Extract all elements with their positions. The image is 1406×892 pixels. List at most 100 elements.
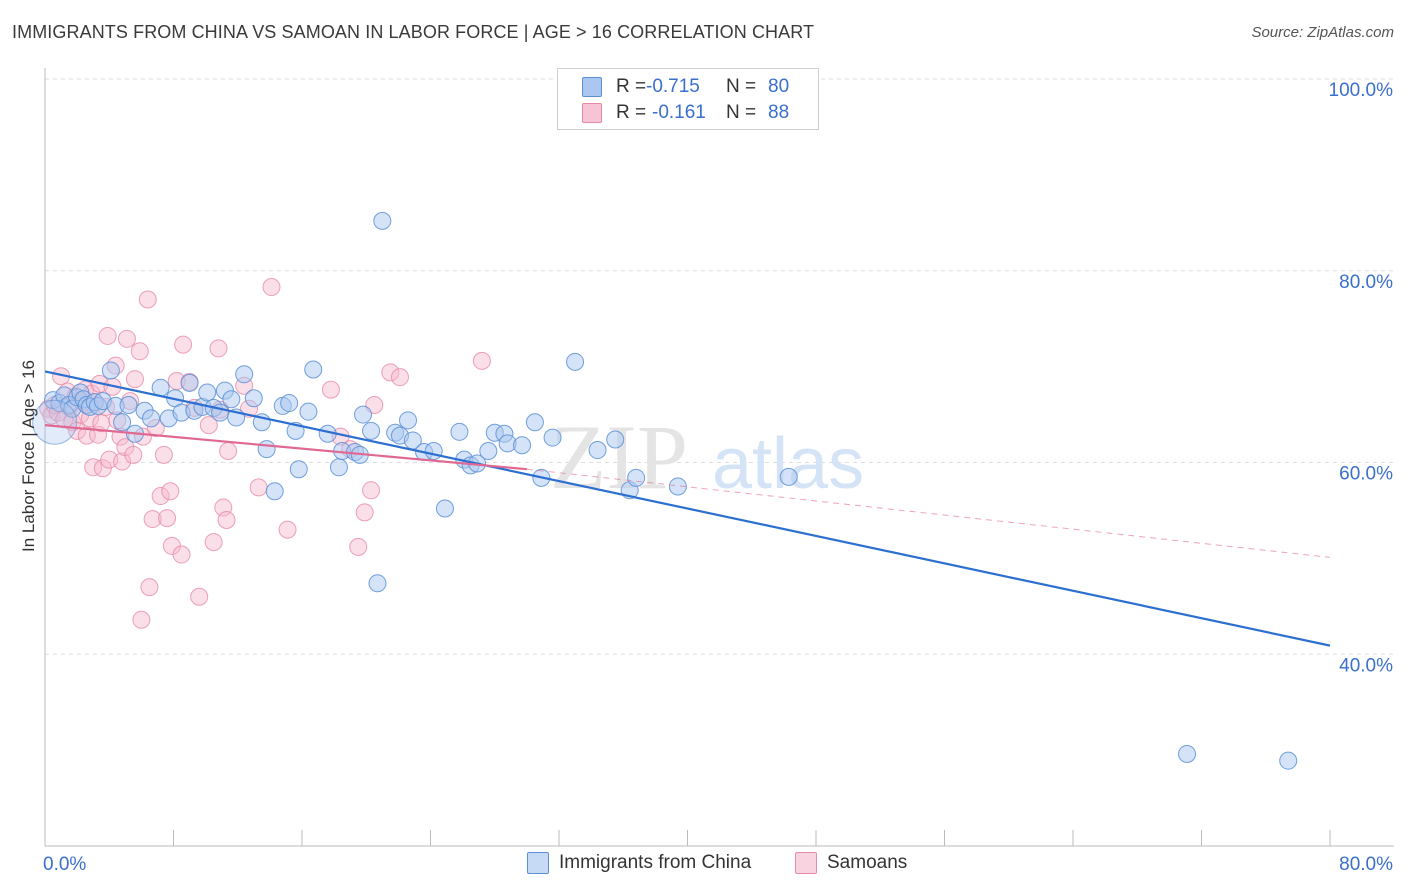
y-tick-label: 60.0%: [1339, 464, 1393, 485]
china-point: [435, 499, 454, 518]
china-point: [479, 441, 498, 460]
legend-swatch-china: [582, 77, 602, 97]
samoan-trend-extension: [526, 468, 1331, 558]
samoan-point: [217, 511, 236, 530]
china-point: [244, 389, 263, 408]
watermark: ZIP atlas: [550, 406, 864, 508]
trend-lines: [44, 370, 1331, 647]
china-point: [373, 211, 392, 230]
samoan-trend-line: [44, 424, 527, 471]
legend-r-label: R =: [616, 76, 647, 97]
samoan-point: [190, 587, 209, 606]
china-point: [588, 441, 607, 460]
legend-r-value-samoan: -0.161: [652, 102, 706, 123]
samoan-point: [349, 537, 368, 556]
china-point: [779, 467, 798, 486]
samoan-point: [158, 509, 177, 528]
legend-n-label: N =: [726, 102, 757, 123]
china-point: [329, 458, 348, 477]
chart-title: IMMIGRANTS FROM CHINA VS SAMOAN IN LABOR…: [12, 22, 815, 42]
china-point: [235, 365, 254, 384]
china-point: [113, 413, 132, 432]
samoan-point: [209, 339, 228, 358]
china-point: [289, 460, 308, 479]
y-tick-label: 80.0%: [1339, 272, 1393, 293]
x-tick-label-end: 80.0%: [1339, 854, 1393, 875]
china-point: [151, 378, 170, 397]
china-point: [399, 411, 418, 430]
legend-swatch-samoan: [582, 103, 602, 123]
samoan-point: [172, 545, 191, 564]
legend-swatch-samoan: [795, 852, 817, 874]
china-point: [299, 402, 318, 421]
samoan-point: [381, 363, 400, 382]
samoan-point: [98, 326, 117, 345]
series-legend: Immigrants from China Samoans: [0, 852, 1406, 878]
tick-labels: 100.0% 80.0% 60.0% 40.0% 0.0% 80.0%: [43, 80, 1393, 875]
china-point: [265, 482, 284, 501]
legend-n-value-china: 80: [768, 76, 790, 97]
samoan-point: [124, 445, 143, 464]
legend-swatch-china: [527, 852, 549, 874]
legend-row-china: R = -0.715 N = 80: [582, 75, 798, 99]
watermark-atlas: atlas: [712, 424, 864, 504]
samoan-point: [138, 290, 157, 309]
samoan-point: [174, 335, 193, 354]
x-tick-label-start: 0.0%: [43, 854, 86, 875]
china-trend-line: [44, 370, 1331, 647]
samoan-point: [362, 481, 381, 500]
samoan-point: [262, 278, 281, 297]
samoan-point: [199, 416, 218, 435]
legend-n-value-samoan: 88: [768, 102, 790, 123]
legend-item-samoan[interactable]: Samoans: [795, 852, 907, 874]
legend-r-value-china: -0.715: [646, 76, 700, 97]
samoan-point: [132, 610, 151, 629]
y-axis-label: In Labor Force | Age > 16: [19, 360, 38, 552]
china-point: [354, 405, 373, 424]
y-tick-label: 40.0%: [1339, 655, 1393, 676]
china-points: [32, 211, 1298, 770]
samoan-point: [151, 487, 170, 506]
china-point: [424, 441, 443, 460]
china-point: [180, 373, 199, 392]
china-point: [198, 383, 217, 402]
china-point: [627, 468, 646, 487]
china-point: [566, 352, 585, 371]
samoan-point: [390, 368, 409, 387]
samoan-point: [113, 452, 132, 471]
china-point: [280, 394, 299, 413]
samoan-point: [321, 380, 340, 399]
legend-label-samoan: Samoans: [827, 852, 908, 873]
china-point: [368, 574, 387, 593]
samoan-point: [355, 503, 374, 522]
china-point: [668, 477, 687, 496]
samoan-point: [130, 342, 149, 361]
china-point: [525, 413, 544, 432]
samoan-point: [154, 445, 173, 464]
chart-source: Source: ZipAtlas.com: [1251, 24, 1394, 41]
china-point: [119, 395, 138, 414]
china-point: [1178, 744, 1197, 763]
samoan-point: [204, 533, 223, 552]
china-point: [1279, 751, 1298, 770]
china-point: [543, 428, 562, 447]
china-point: [450, 422, 469, 441]
china-point: [362, 421, 381, 440]
samoan-point: [140, 578, 159, 597]
china-point: [606, 430, 625, 449]
legend-n-label: N =: [726, 76, 757, 97]
china-point: [304, 360, 323, 379]
stats-legend: R = -0.715 N = 80 R = -0.161 N = 88: [557, 68, 819, 130]
china-point: [222, 390, 241, 409]
samoan-point: [84, 458, 103, 477]
china-point: [101, 361, 120, 380]
legend-label-china: Immigrants from China: [559, 852, 752, 873]
china-point: [142, 409, 161, 428]
legend-item-china[interactable]: Immigrants from China: [527, 852, 751, 874]
samoan-point: [472, 351, 491, 370]
china-point: [513, 436, 532, 455]
watermark-zip: ZIP: [550, 406, 688, 508]
y-tick-label: 100.0%: [1329, 80, 1394, 101]
samoan-point: [249, 478, 268, 497]
